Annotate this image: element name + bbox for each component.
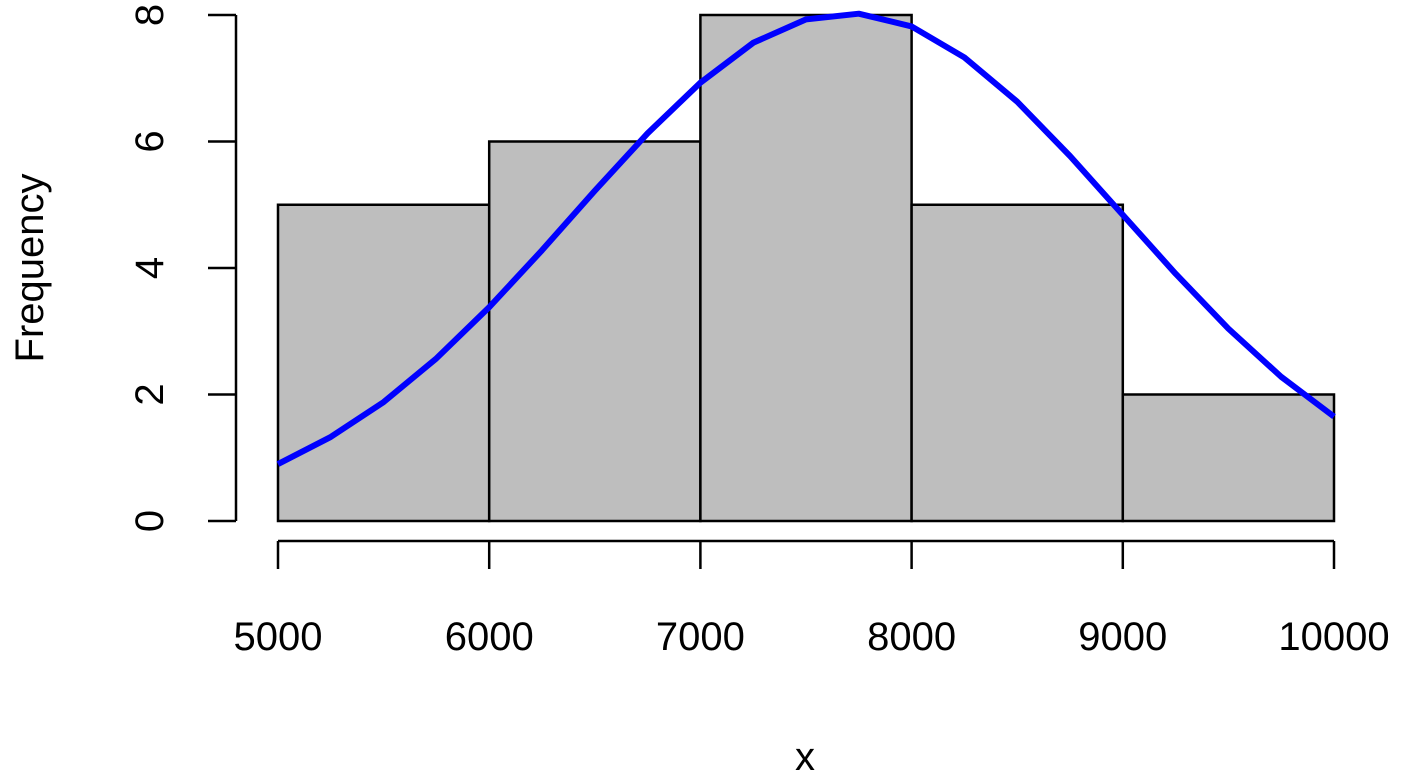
y-tick-label: 8 bbox=[128, 4, 172, 26]
density-curve bbox=[276, 10, 1336, 467]
bar bbox=[276, 203, 491, 523]
bar bbox=[487, 140, 702, 523]
x-axis-label: x bbox=[795, 735, 815, 778]
bar bbox=[699, 13, 913, 523]
x-tick-label: 5000 bbox=[234, 615, 323, 659]
x-tick-label: 6000 bbox=[445, 615, 534, 659]
y-axis-label: Frequency bbox=[8, 174, 52, 363]
bar bbox=[1121, 393, 1336, 523]
x-tick-label: 10000 bbox=[1278, 615, 1389, 659]
y-tick-label: 0 bbox=[128, 510, 172, 532]
y-tick-label: 4 bbox=[128, 257, 172, 279]
y-tick-label: 2 bbox=[128, 383, 172, 405]
x-tick-label: 9000 bbox=[1078, 615, 1167, 659]
x-tick-label: 8000 bbox=[867, 615, 956, 659]
y-tick-label: 6 bbox=[128, 130, 172, 152]
bar bbox=[910, 203, 1125, 523]
x-tick-label: 7000 bbox=[656, 615, 745, 659]
